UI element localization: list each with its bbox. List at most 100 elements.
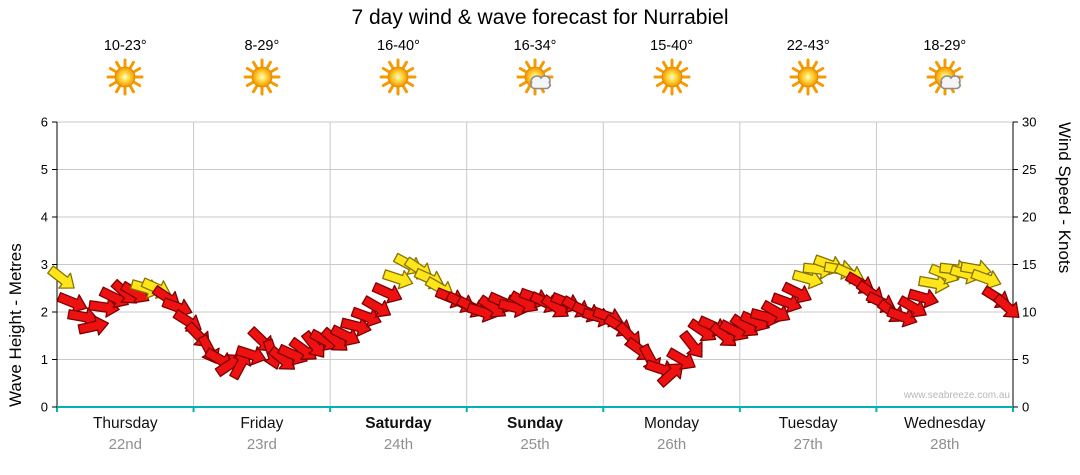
left-axis-tick-label: 6 — [41, 115, 48, 130]
wind-arrow-series-day-4 — [592, 306, 749, 388]
day-header: 22-43° — [740, 38, 877, 101]
day-name: Monday — [644, 415, 700, 432]
wind-arrow — [350, 306, 382, 328]
wind-arrow-series-day-0 — [47, 265, 202, 336]
x-axis-day: Wednesday 28th — [876, 415, 1013, 453]
left-axis-ticks: 0 1 2 3 4 5 6 — [41, 115, 57, 415]
right-axis-tick-label: 15 — [1022, 257, 1036, 272]
day-name: Sunday — [507, 415, 564, 432]
wind-arrow — [77, 315, 110, 336]
day-date: 24th — [383, 436, 414, 453]
day-date: 28th — [930, 436, 960, 453]
day-name: Thursday — [92, 415, 158, 432]
right-axis-tick-label: 5 — [1022, 352, 1029, 367]
wind-arrow — [235, 345, 267, 366]
x-axis-day: Monday 26th — [603, 415, 740, 453]
x-axis-day: Friday 23rd — [194, 415, 331, 453]
right-axis-tick-label: 20 — [1022, 210, 1036, 225]
day-temp-range: 10-23° — [103, 38, 147, 54]
weather-icon-partly-cloudy — [467, 57, 604, 101]
wind-arrow — [791, 269, 824, 290]
x-axis-day: Thursday 22nd — [57, 415, 194, 453]
weather-icon-sunny — [194, 57, 331, 101]
day-temp-range: 15-40° — [650, 38, 694, 54]
right-axis-tick-label: 0 — [1022, 400, 1029, 415]
wind-arrow — [382, 269, 414, 290]
sunny-icon — [243, 58, 281, 96]
day-name: Wednesday — [903, 415, 986, 432]
weather-icon-sunny — [603, 57, 740, 101]
wind-arrow — [760, 299, 791, 323]
left-axis-tick-label: 1 — [41, 352, 48, 367]
wind-arrow-series-day-5 — [729, 254, 884, 337]
wind-arrow-series-day-3 — [455, 287, 614, 328]
wind-arrow-series-day-2 — [320, 252, 476, 351]
wind-arrow — [970, 268, 1002, 290]
day-date: 27th — [793, 436, 823, 453]
right-axis-tick-label: 10 — [1022, 305, 1036, 320]
day-header: 16-34° — [467, 38, 604, 101]
left-axis-tick-label: 4 — [41, 210, 48, 225]
partly-cloudy-icon — [926, 58, 964, 96]
wind-arrow — [666, 347, 696, 370]
sunny-icon — [789, 58, 827, 96]
grid-lines — [57, 121, 1013, 407]
wind-arrow — [897, 295, 927, 318]
day-date: 23rd — [246, 436, 277, 453]
wind-arrow — [656, 363, 684, 388]
day-temp-range: 22-43° — [786, 38, 830, 54]
weather-icon-sunny — [740, 57, 877, 101]
day-header: 15-40° — [603, 38, 740, 101]
wind-arrow — [47, 265, 75, 289]
sunny-icon — [379, 58, 417, 96]
x-axis-day: Saturday 24th — [330, 415, 467, 453]
left-axis-tick-label: 2 — [41, 305, 48, 320]
left-axis-tick-label: 5 — [41, 162, 48, 177]
watermark: www.seabreeze.com.au — [903, 390, 1010, 401]
wind-arrow — [907, 288, 939, 309]
day-header: 10-23° — [57, 38, 194, 101]
sunny-icon — [106, 58, 144, 96]
wind-arrow — [886, 306, 918, 328]
day-name: Saturday — [365, 415, 432, 432]
page-title: 7 day wind & wave forecast for Nurrabiel — [351, 6, 729, 29]
left-axis-tick-label: 0 — [41, 400, 48, 415]
day-headers: 10-23° 8-29° 16-40° 16-34° 15-40° 22-43°… — [57, 38, 1013, 101]
day-temp-range: 8-29° — [244, 38, 280, 54]
sunny-icon — [653, 58, 691, 96]
weather-icon-sunny — [330, 57, 467, 101]
wind-arrow — [371, 282, 403, 304]
wind-arrow — [992, 293, 1020, 318]
x-axis-day: Sunday 25th — [467, 415, 604, 453]
wind-arrow — [770, 292, 802, 314]
x-axis-day: Tuesday 27th — [740, 415, 877, 453]
wind-arrow — [300, 330, 325, 358]
day-name: Tuesday — [778, 415, 838, 432]
day-date: 25th — [520, 436, 550, 453]
wind-arrow — [340, 317, 372, 337]
right-axis-tick-label: 25 — [1022, 162, 1036, 177]
wind-arrow — [917, 274, 950, 295]
left-axis-tick-label: 3 — [41, 257, 48, 272]
weather-icon-partly-cloudy — [876, 57, 1013, 101]
wind-arrow — [88, 297, 120, 318]
right-axis-tick-label: 30 — [1022, 115, 1036, 130]
right-axis-title: Wind Speed - Knots — [1055, 122, 1074, 274]
axes — [56, 122, 1014, 412]
day-temp-range: 16-34° — [513, 38, 557, 54]
day-temp-range: 18-29° — [923, 38, 967, 54]
wind-arrow-series-day-6 — [865, 259, 1020, 328]
partly-cloudy-icon — [516, 58, 554, 96]
day-header: 8-29° — [194, 38, 331, 101]
day-name: Friday — [240, 415, 284, 432]
day-date: 22nd — [108, 436, 142, 453]
day-header: 18-29° — [876, 38, 1013, 101]
day-temp-range: 16-40° — [377, 38, 420, 54]
wind-arrow — [781, 281, 812, 304]
day-header: 16-40° — [330, 38, 467, 101]
day-date: 26th — [657, 436, 687, 453]
weather-icon-sunny — [57, 57, 194, 101]
x-axis-labels: Thursday 22nd Friday 23rd Saturday 24th Sunday… — [57, 415, 1013, 453]
